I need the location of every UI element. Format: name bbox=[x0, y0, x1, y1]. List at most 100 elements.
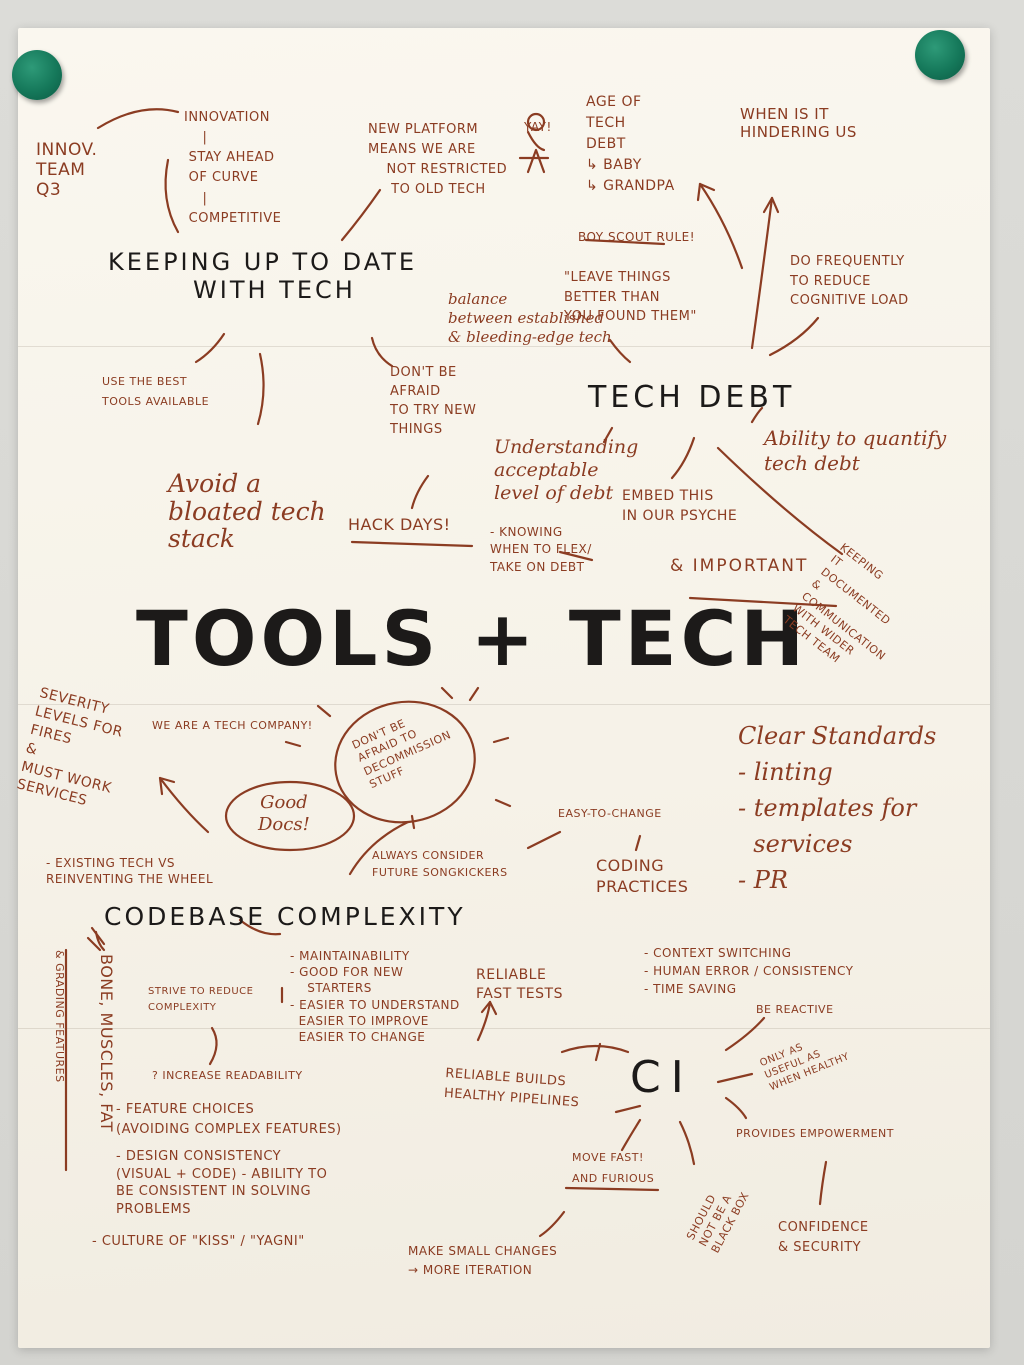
note-hack-days: HACK DAYS! bbox=[348, 515, 451, 534]
note-reliable-fast-tests: RELIABLE FAST TESTS bbox=[476, 967, 563, 1002]
underline bbox=[688, 596, 838, 608]
note-easy-to-change: EASY-TO-CHANGE bbox=[558, 807, 662, 820]
connector-line bbox=[594, 1042, 602, 1062]
arrow-head bbox=[696, 182, 716, 202]
connector-line bbox=[410, 474, 430, 510]
connector-line bbox=[348, 820, 410, 876]
note-be-reactive: BE REACTIVE bbox=[756, 1003, 834, 1016]
connector-line bbox=[256, 352, 265, 426]
note-existing-tech: - EXISTING TECH VS REINVENTING THE WHEEL bbox=[46, 856, 214, 886]
note-coding-practices: CODING PRACTICES bbox=[596, 856, 689, 896]
connector-line bbox=[716, 446, 844, 556]
underline bbox=[350, 540, 474, 548]
note-do-frequently: DO FREQUENTLY TO REDUCE COGNITIVE LOAD bbox=[790, 254, 909, 308]
note-dont-be-afraid: DON'T BE AFRAID TO TRY NEW THINGS bbox=[390, 365, 477, 437]
note-strive-reduce-complexity: STRIVE TO REDUCE COMPLEXITY bbox=[148, 986, 254, 1013]
connector-line bbox=[560, 1044, 630, 1054]
connector-line bbox=[818, 1160, 828, 1206]
note-innovation-team: INNOV. TEAM Q3 bbox=[36, 140, 98, 201]
check-mark bbox=[86, 926, 106, 952]
note-provides-empowerment: PROVIDES EMPOWERMENT bbox=[736, 1127, 895, 1140]
connector-line bbox=[724, 1096, 748, 1120]
stick-figure bbox=[518, 130, 550, 174]
note-knowing-when-to-flex: - KNOWING WHEN TO FLEX/ TAKE ON DEBT bbox=[490, 525, 592, 574]
heading-keeping-up-to-date: KEEPING UP TO DATE WITH TECH bbox=[108, 248, 418, 305]
note-bone-muscles-fat: BONE, MUSCLES, FAT bbox=[96, 954, 116, 1132]
decommission-circle bbox=[334, 700, 476, 824]
flipchart-sheet bbox=[18, 28, 990, 1348]
note-quantify-tech-debt: Ability to quantify tech debt bbox=[764, 426, 947, 475]
note-understanding-debt: Understanding acceptable level of debt bbox=[494, 436, 639, 504]
note-innovation: INNOVATION | STAY AHEAD OF CURVE | COMPE… bbox=[184, 110, 282, 226]
note-yay: YAY! bbox=[524, 120, 552, 134]
connector-line bbox=[614, 1104, 642, 1114]
connector-line bbox=[768, 316, 820, 357]
connector-line bbox=[750, 406, 764, 424]
connector-line bbox=[538, 1210, 566, 1238]
connector-line bbox=[602, 426, 614, 444]
connector-line bbox=[608, 338, 632, 364]
note-age-of-tech-debt: AGE OF TECH DEBT ↳ BABY ↳ GRANDPA bbox=[586, 94, 675, 194]
note-make-small-changes: MAKE SMALL CHANGES → MORE ITERATION bbox=[408, 1244, 558, 1278]
connector-line bbox=[208, 1026, 218, 1066]
note-balance: balance between established & bleeding-e… bbox=[448, 290, 612, 346]
arrow bbox=[158, 776, 210, 834]
connector-line bbox=[238, 918, 282, 936]
note-confidence-security: CONFIDENCE & SECURITY bbox=[778, 1220, 869, 1256]
note-best-tools: USE THE BEST TOOLS AVAILABLE bbox=[102, 375, 210, 408]
note-grading-features: & GRADING FEATURES bbox=[52, 950, 66, 1083]
arrow-head bbox=[158, 776, 176, 796]
note-when-hindering: WHEN IS IT HINDERING US bbox=[740, 105, 857, 141]
arrow bbox=[750, 196, 774, 350]
paper-fold bbox=[18, 346, 990, 347]
green-pin-right bbox=[915, 30, 965, 80]
connector-line bbox=[340, 188, 382, 242]
note-avoid-bloated-stack: Avoid a bloated tech stack bbox=[168, 469, 326, 553]
paper-fold bbox=[18, 1028, 990, 1029]
sun-rays bbox=[284, 686, 512, 830]
connector-line bbox=[194, 332, 226, 364]
connector-line bbox=[164, 158, 180, 234]
arrow bbox=[476, 1000, 492, 1042]
heading-ci: CI bbox=[630, 1052, 694, 1103]
underline bbox=[564, 1186, 660, 1192]
note-clear-standards: Clear Standards - linting - templates fo… bbox=[738, 722, 937, 894]
good-docs-circle bbox=[224, 780, 356, 852]
note-scout-rule: BOY SCOUT RULE! bbox=[578, 230, 696, 244]
underline bbox=[558, 550, 594, 562]
note-design-consistency: - DESIGN CONSISTENCY (VISUAL + CODE) - A… bbox=[116, 1149, 328, 1217]
arrow bbox=[698, 182, 744, 270]
connector-line bbox=[94, 930, 106, 952]
note-embed-in-psyche: EMBED THIS IN OUR PSYCHE bbox=[622, 488, 738, 525]
note-move-fast: MOVE FAST! AND FURIOUS bbox=[572, 1151, 655, 1185]
note-context-switching: - CONTEXT SWITCHING - HUMAN ERROR / CONS… bbox=[644, 946, 854, 996]
heading-codebase-complexity: CODEBASE COMPLEXITY bbox=[104, 902, 466, 931]
connector-line bbox=[716, 1072, 754, 1084]
note-feature-choices: - FEATURE CHOICES (AVOIDING COMPLEX FEAT… bbox=[116, 1102, 342, 1137]
connector-line bbox=[526, 830, 562, 850]
connector-line bbox=[724, 1016, 766, 1052]
note-good-docs: Good Docs! bbox=[258, 792, 310, 835]
connector-line bbox=[96, 108, 180, 130]
note-new-platform: NEW PLATFORM MEANS WE ARE NOT RESTRICTED… bbox=[368, 122, 508, 198]
note-maintainability: - MAINTAINABILITY - GOOD FOR NEW STARTER… bbox=[290, 949, 460, 1044]
connector-line bbox=[678, 1120, 696, 1166]
arrow-head bbox=[480, 1000, 498, 1016]
main-title: TOOLS + TECH bbox=[136, 594, 808, 683]
stick-figure-head bbox=[526, 112, 546, 132]
note-kiss-yagni: - CULTURE OF "KISS" / "YAGNI" bbox=[92, 1234, 305, 1249]
note-leave-things-better: "LEAVE THINGS BETTER THAN YOU FOUND THEM… bbox=[564, 270, 697, 324]
note-increase-readability: ? INCREASE READABILITY bbox=[152, 1069, 303, 1082]
connector-line bbox=[670, 436, 696, 480]
note-tech-company: WE ARE A TECH COMPANY! bbox=[152, 719, 313, 732]
note-important: & IMPORTANT bbox=[670, 556, 809, 576]
paper-fold bbox=[18, 704, 990, 705]
note-always-consider: ALWAYS CONSIDER FUTURE SONGKICKERS bbox=[372, 849, 508, 879]
arrow-head bbox=[762, 196, 780, 214]
connector-line bbox=[634, 834, 642, 852]
green-pin-left bbox=[12, 50, 62, 100]
heading-tech-debt: TECH DEBT bbox=[588, 380, 796, 415]
connector-line bbox=[620, 1118, 642, 1152]
